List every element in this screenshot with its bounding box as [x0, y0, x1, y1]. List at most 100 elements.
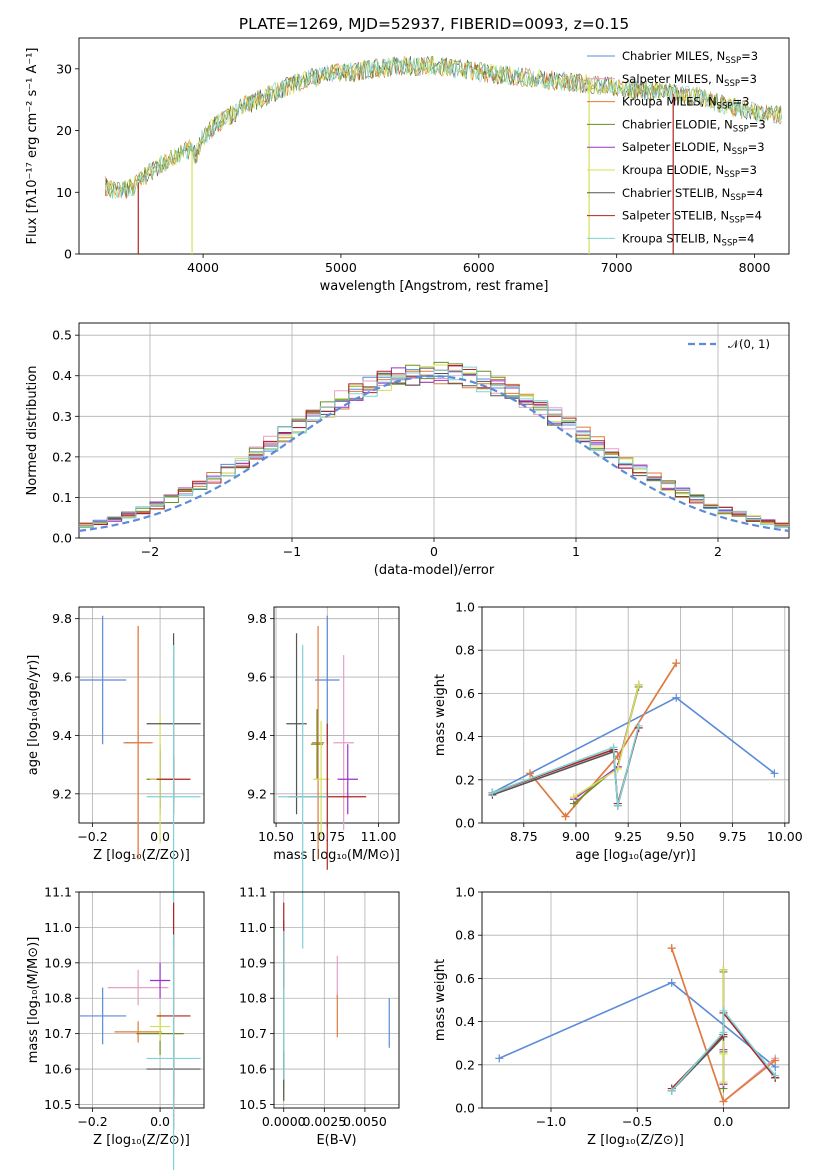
- mass_vs_Z-ytick-label: 11.0: [44, 920, 72, 935]
- massweight_vs_Z-marker: [667, 944, 676, 953]
- massweight_vs_age-marker: [488, 788, 497, 797]
- age_vs_mass-ytick-label: 9.6: [247, 670, 267, 685]
- mass_vs_ebv-xlabel: E(B-V): [316, 1133, 356, 1148]
- mass_vs_Z-ytick-label: 10.9: [44, 955, 72, 970]
- legend-entry-kroupa_stelib: Kroupa STELIB, NSSP=4: [622, 231, 754, 248]
- age_vs_Z-ytick-label: 9.2: [52, 786, 72, 801]
- massweight_vs_age-ytick-label: 1.0: [455, 600, 475, 615]
- age_vs_Z-xlabel: Z [log₁₀(Z/Z⊙)]: [93, 848, 190, 863]
- mass_vs_ebv-xtick-label: 0.0050: [343, 1114, 387, 1129]
- massweight_vs_age-xtick-label: 9.75: [719, 829, 747, 844]
- massweight_vs_age-xtick-label: 9.00: [562, 829, 590, 844]
- massweight_vs_age-frame: [481, 606, 790, 824]
- hist-series-kroupa_stelib: [79, 366, 789, 527]
- normal-curve: [78, 375, 790, 532]
- age_vs_Z-ytick-label: 9.4: [52, 728, 72, 743]
- mass_vs_ebv-ytick-label: 10.6: [239, 1062, 267, 1077]
- massweight_vs_age-marker: [609, 743, 618, 752]
- age_vs_Z-ylabel: age [log₁₀(age/yr)]: [26, 655, 41, 776]
- massweight_vs_age-xtick-label: 9.25: [614, 829, 642, 844]
- age_vs_mass-xtick-label: 11.00: [361, 829, 397, 844]
- mass_vs_Z-xtick-label: −0.2: [77, 1114, 107, 1129]
- massweight_vs_age-marker: [561, 812, 570, 821]
- spectrum-xtick-label: 6000: [463, 260, 495, 275]
- residual_hist-xtick-label: −2: [141, 544, 159, 559]
- massweight_vs_Z-ytick-label: 0.6: [455, 971, 475, 986]
- age_vs_Z-xtick-label: −0.2: [77, 829, 107, 844]
- residual_hist-ytick-label: 0.4: [52, 368, 72, 383]
- massweight_vs_age-marker: [672, 659, 681, 668]
- mass_vs_Z-ytick-label: 10.7: [44, 1026, 72, 1041]
- mass_vs_Z-frame: [78, 891, 205, 1109]
- mass_vs_ebv-ytick-label: 10.9: [239, 955, 267, 970]
- massweight_vs_Z-marker: [719, 965, 728, 974]
- massweight_vs_Z-marker: [719, 1006, 728, 1015]
- legend-entry-chabrier_stelib: Chabrier STELIB, NSSP=4: [622, 186, 763, 203]
- legend-entry-kroupa_miles: Kroupa MILES, NSSP=3: [622, 95, 749, 112]
- massweight_vs_age-panel: 8.75 9.00 9.25 9.50 9.75 10.00 0.0 0.2 0.4 0.6 0.8…: [433, 600, 803, 864]
- massweight_vs_Z-ytick-label: 0.8: [455, 928, 475, 943]
- age_vs_Z-ytick-label: 9.8: [52, 611, 72, 626]
- massweight_vs_Z-marker: [667, 1086, 676, 1095]
- massweight_vs_Z-frame: [481, 891, 790, 1109]
- residual_hist-xtick-label: 0: [430, 544, 438, 559]
- massweight_vs_age-ylabel: mass weight: [433, 674, 448, 756]
- massweight_vs_Z-marker: [771, 1056, 780, 1065]
- spectrum-panel: 4000 5000 6000 7000 8000 0 10 20 30 wavelength [A…: [25, 37, 790, 294]
- massweight_vs_Z-marker: [667, 978, 676, 987]
- mass_vs_Z-ytick-label: 10.6: [44, 1062, 72, 1077]
- mass_vs_ebv-ytick-label: 11.1: [239, 885, 267, 900]
- massweight_vs_Z-marker: [719, 1028, 728, 1037]
- legend-entry-normal: 𝒩(0, 1): [728, 337, 770, 351]
- residual_hist-panel: −2 −1 0 1 2 0.0 0.1 0.2 0.3 0.4 0.5 (data-model)/er…: [25, 322, 790, 578]
- spectrum-xtick-label: 8000: [739, 260, 771, 275]
- spectrum-xtick-label: 4000: [187, 260, 219, 275]
- massweight_vs_Z-ytick-label: 0.2: [455, 1057, 475, 1072]
- massweight_vs_age-xtick-label: 9.50: [666, 829, 694, 844]
- age_vs_Z-ytick-label: 9.6: [52, 670, 72, 685]
- mass_vs_Z-ytick-label: 10.8: [44, 991, 72, 1006]
- mass_vs_ebv-ytick-label: 10.5: [239, 1097, 267, 1112]
- massweight_vs_Z-marker: [771, 1071, 780, 1080]
- mass_vs_ebv-ytick-label: 10.7: [239, 1026, 267, 1041]
- massweight_vs_age-series-salpeter_elodie: [573, 684, 640, 800]
- massweight_vs_age-marker: [526, 769, 535, 778]
- mass_vs_ebv-xtick-label: 0.0025: [302, 1114, 346, 1129]
- mass_vs_ebv-xtick-label: 0.0000: [262, 1114, 306, 1129]
- mass_vs_Z-ytick-label: 10.5: [44, 1097, 72, 1112]
- massweight_vs_Z-marker: [495, 1054, 504, 1063]
- residual_hist-ytick-label: 0.3: [52, 409, 72, 424]
- residual_hist-xtick-label: 1: [572, 544, 580, 559]
- spectrum-ytick-label: 20: [56, 123, 72, 138]
- legend-entry-chabrier_miles: Chabrier MILES, NSSP=3: [622, 49, 758, 66]
- massweight_vs_age-series-kroupa_stelib: [492, 725, 640, 806]
- residual_hist-xtick-label: 2: [714, 544, 722, 559]
- residual_hist-ytick-label: 0.5: [52, 328, 72, 343]
- massweight_vs_Z-marker: [719, 1078, 728, 1087]
- mass_vs_ebv-ytick-label: 11.0: [239, 920, 267, 935]
- age_vs_Z-frame: [78, 606, 205, 824]
- massweight_vs_age-marker: [569, 793, 578, 802]
- massweight_vs_age-xtick-label: 8.75: [510, 829, 538, 844]
- spectrum-legend: Chabrier MILES, NSSP=3 Salpeter MILES, NS…: [587, 49, 766, 248]
- massweight_vs_age-xtick-label: 10.00: [767, 829, 803, 844]
- mass_vs_Z-ytick-label: 11.1: [44, 885, 72, 900]
- spectrum-frame: [78, 37, 790, 255]
- massweight_vs_age-marker: [770, 769, 779, 778]
- legend-entry-salpeter_stelib: Salpeter STELIB, NSSP=4: [622, 209, 762, 226]
- spectrum-ytick-label: 10: [56, 185, 72, 200]
- spectrum-series-kroupa_stelib: [105, 56, 782, 199]
- mass_vs_ebv-ytick-label: 10.8: [239, 991, 267, 1006]
- spectrum-series-kroupa_miles: [104, 55, 782, 199]
- massweight_vs_age-series-salpeter_miles: [529, 662, 677, 818]
- legend-entry-salpeter_elodie: Salpeter ELODIE, NSSP=3: [622, 140, 765, 157]
- spectrum-xtick-label: 7000: [601, 260, 633, 275]
- mass_vs_Z-panel: −0.2 0.0 10.5 10.6 10.7 10.8 10.9 11.0 11.1 Z [lo…: [26, 885, 205, 1170]
- figure-title: PLATE=1269, MJD=52937, FIBERID=0093, z=0…: [239, 15, 629, 33]
- hist-series-salpeter_elodie: [79, 367, 789, 525]
- massweight_vs_age-marker: [634, 680, 643, 689]
- mass_vs_Z-ylabel: mass [log₁₀(M/M⊙)]: [26, 937, 41, 1064]
- massweight_vs_age-marker: [634, 721, 643, 730]
